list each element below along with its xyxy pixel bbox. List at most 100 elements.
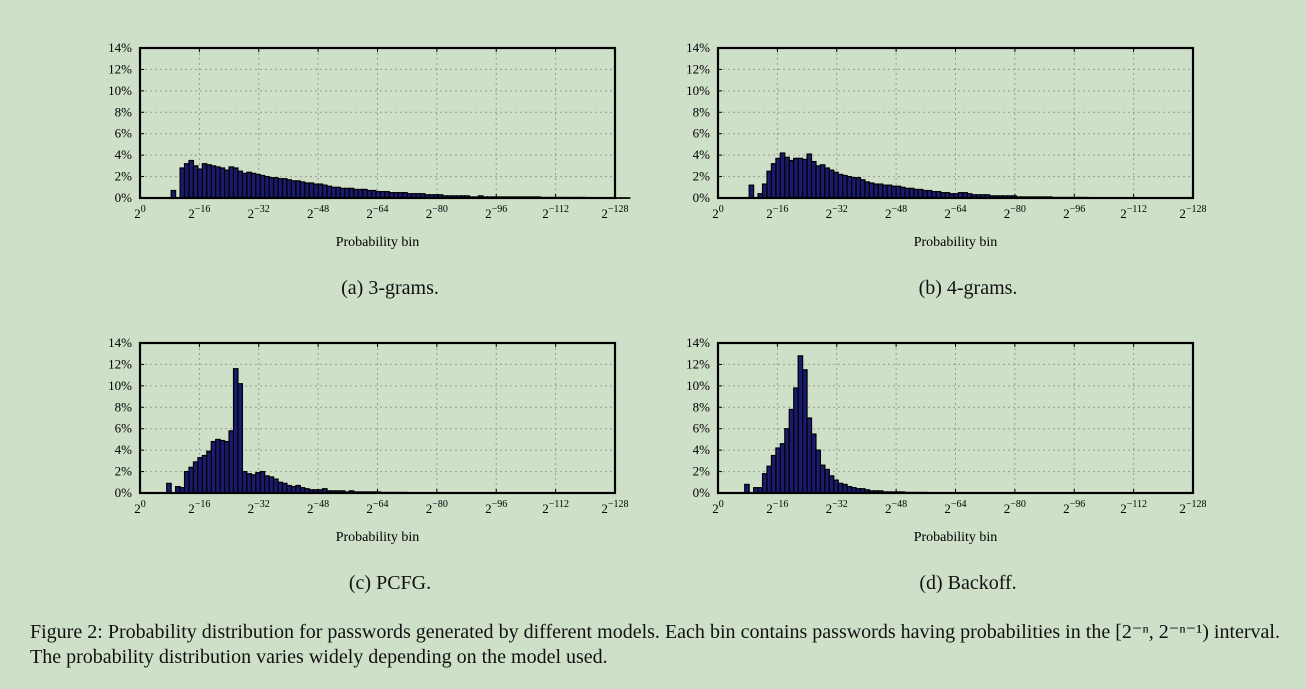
bar: [259, 470, 266, 494]
x-tick-label: 2−32: [248, 499, 270, 516]
y-tick-label: 14%: [108, 335, 132, 350]
bar: [620, 197, 626, 199]
bar: [286, 484, 293, 494]
bar: [766, 170, 773, 199]
bar: [259, 174, 266, 199]
y-tick-label: 0%: [693, 485, 711, 500]
y-tick-label: 4%: [115, 147, 133, 162]
bar: [926, 189, 933, 199]
x-tick-label: 2−80: [426, 499, 448, 516]
y-tick-label: 10%: [686, 83, 710, 98]
bar: [833, 171, 839, 199]
bar: [281, 482, 288, 494]
chart-pcfg: 0% 2% 4% 6% 8% 10% 12% 14% 20 2−16 2−32 2−48 2−64 2−8…: [108, 335, 628, 545]
x-tick-label: 2−128: [601, 204, 628, 221]
bar: [873, 183, 879, 199]
bar: [237, 383, 244, 494]
bar: [241, 172, 248, 199]
bar: [188, 159, 195, 199]
bar: [779, 152, 786, 199]
bar: [348, 187, 355, 199]
bar: [308, 182, 315, 199]
x-tick-label: 2−112: [542, 499, 569, 516]
y-tick-label: 12%: [686, 356, 710, 371]
chart-panel-a: 0% 2% 4% 6% 8% 10% 12% 14% 20 2−16 2−32 2−48 2−64 2−8…: [90, 40, 690, 320]
bar: [179, 167, 186, 199]
bar: [899, 186, 906, 199]
x-tick-label: 20: [712, 204, 724, 221]
bar: [246, 473, 252, 494]
x-tick-label: 2−112: [542, 204, 569, 221]
bar: [299, 181, 306, 199]
bar: [877, 183, 884, 199]
chart-3grams: 0% 2% 4% 6% 8% 10% 12% 14% 20 2−16 2−32 2−48 2−64 2−8…: [108, 40, 631, 250]
bar: [913, 188, 919, 199]
bar: [268, 177, 275, 199]
x-tick-label: 2−32: [826, 499, 848, 516]
y-tick-label: 4%: [693, 147, 711, 162]
bar: [788, 159, 795, 199]
x-tick-label: 2−16: [188, 204, 210, 221]
bar: [824, 468, 830, 494]
y-tick-label: 14%: [686, 40, 710, 55]
bar: [277, 178, 284, 199]
x-tick-label: 2−16: [766, 204, 788, 221]
bar: [357, 188, 364, 199]
chart-4grams: 0% 2% 4% 6% 8% 10% 12% 14% 20 2−16 2−32 2−48 2−64 2−8…: [686, 40, 1206, 250]
bar: [166, 482, 172, 494]
bar: [224, 169, 230, 199]
bar: [344, 187, 350, 199]
y-tick-label: 4%: [115, 442, 133, 457]
bar: [255, 472, 261, 494]
bar: [335, 186, 341, 199]
bar: [859, 179, 866, 199]
bar: [286, 179, 293, 199]
bar: [170, 189, 177, 199]
x-tick-label: 2−80: [426, 204, 448, 221]
x-tick-label: 2−32: [248, 204, 270, 221]
bar: [846, 175, 853, 199]
chart-panel-d: 0% 2% 4% 6% 8% 10% 12% 14% 20 2−16 2−32 2−48 2−64 2−8…: [668, 335, 1268, 615]
bar: [748, 184, 755, 199]
bar: [264, 475, 270, 494]
x-tick-label: 2−128: [1179, 499, 1206, 516]
bar: [339, 187, 346, 199]
y-tick-label: 4%: [693, 442, 711, 457]
bar: [908, 187, 915, 199]
bar: [268, 476, 275, 494]
bar: [317, 183, 324, 199]
bar: [304, 182, 310, 199]
bar: [370, 189, 377, 199]
y-tick-label: 14%: [108, 40, 132, 55]
bar: [882, 184, 888, 199]
bar: [842, 174, 848, 199]
subcaption-b: (b) 4-grams.: [918, 277, 1018, 299]
y-tick-label: 8%: [693, 104, 711, 119]
bar: [793, 387, 799, 494]
y-tick-label: 2%: [115, 169, 133, 184]
x-axis-label: Probability bin: [914, 235, 998, 250]
x-tick-label: 2−96: [485, 204, 507, 221]
plot-frame: [716, 341, 1195, 495]
bar: [855, 177, 862, 199]
bar: [819, 464, 826, 494]
y-tick-label: 0%: [693, 190, 711, 205]
bar: [828, 475, 835, 494]
x-tick-label: 2−64: [944, 499, 966, 516]
bar: [219, 167, 226, 199]
y-tick-label: 0%: [115, 190, 133, 205]
x-tick-label: 2−128: [1179, 204, 1206, 221]
bar: [232, 167, 239, 199]
bar: [228, 166, 235, 199]
bar: [321, 184, 328, 199]
plot-frame: [138, 46, 617, 200]
y-tick-label: 6%: [115, 421, 133, 436]
bar: [802, 158, 808, 199]
x-tick-label: 2−96: [1063, 499, 1085, 516]
bar: [295, 484, 301, 494]
bar: [295, 180, 301, 199]
bar: [788, 408, 795, 494]
y-tick-label: 12%: [108, 356, 132, 371]
y-tick-label: 8%: [693, 399, 711, 414]
bar: [810, 433, 817, 494]
